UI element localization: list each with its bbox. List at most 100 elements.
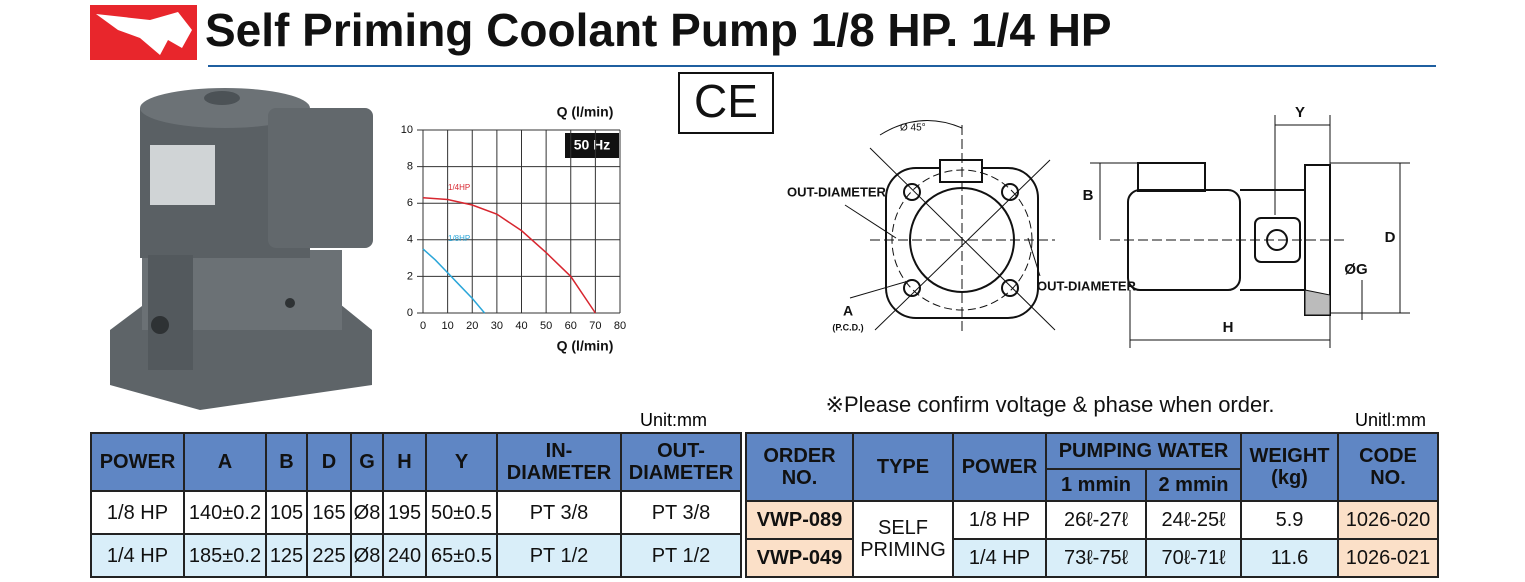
header-cell: WEIGHT (kg) (1240, 432, 1340, 502)
badge-box (565, 133, 619, 158)
out-diameter-label: OUT-DIAMETER (1037, 278, 1137, 293)
row: VWP-049 1/4 HP 73ℓ-75ℓ 70ℓ-71ℓ 11.6 1026-021 (745, 538, 1440, 578)
header-cell: H (382, 432, 427, 492)
title: Self Priming Coolant Pump 1/8 HP. 1/4 HP (205, 4, 1112, 56)
cell: PT 3/8 (496, 490, 622, 535)
x-tick-label: 10 (442, 320, 454, 332)
header-cell: G (350, 432, 384, 492)
header-cell: PUMPING WATER (1044, 432, 1243, 470)
dim-h: H (1223, 319, 1234, 336)
logo-eagle (96, 12, 192, 55)
pump-photo (110, 88, 373, 410)
series-label: 1/4HP (448, 183, 470, 192)
cell: 140±0.2 (183, 490, 267, 535)
dim-y: Y (1295, 104, 1305, 121)
note: ※Please confirm voltage & phase when ord… (826, 392, 1275, 417)
angle-label: Ø 45° (900, 123, 926, 134)
cell: 1/4 HP (952, 538, 1047, 578)
x-tick-label: 30 (491, 320, 503, 332)
x-axis-label: Q (l/min) (557, 338, 614, 354)
ce-mark: CE (694, 75, 758, 127)
header-cell: B (265, 432, 308, 492)
x-tick-label: 0 (420, 320, 426, 332)
header-row: POWER A B D G H Y IN-DIAMETER OUT-DIAMETER (90, 432, 742, 492)
header-cell: Y (425, 432, 498, 492)
cell: 185±0.2 (183, 533, 267, 578)
cell: 240 (382, 533, 427, 578)
cell: 26ℓ-27ℓ (1045, 500, 1147, 540)
header-row: ORDER NO. TYPE POWER PUMPING WATER WEIGHT (k… (745, 432, 1440, 502)
dim-d: D (1385, 229, 1396, 246)
x-tick-label: 20 (466, 320, 478, 332)
badge: 50 Hz (574, 137, 611, 153)
unit-label: Unit:mm (640, 410, 707, 430)
cell: 165 (306, 490, 352, 535)
cell: 1026-020 (1337, 500, 1440, 540)
cell: Ø8 (350, 533, 384, 578)
header-cell: OUT-DIAMETER (620, 432, 742, 492)
cell: 1/4 HP (90, 533, 185, 578)
cell: 24ℓ-25ℓ (1144, 500, 1243, 540)
header-cell: TYPE (852, 432, 954, 502)
header-row: 1 mmin 2 mmin (746, 468, 1438, 502)
y-tick-label: 2 (407, 270, 413, 282)
cell: PT 1/2 (620, 533, 742, 578)
header-cell: A (183, 432, 267, 492)
spec-table: POWER A B D G H Y IN-DIAMETER OUT-DIAMETER 1/8 HP… (90, 432, 742, 578)
cell: VWP-049 (745, 538, 854, 578)
series-label: 1/8HP (448, 234, 470, 243)
y-tick-label: 0 (407, 307, 413, 319)
x-tick-label: 40 (515, 320, 527, 332)
order-table: ORDER NO. TYPE POWER PUMPING WATER WEIGHT (k… (745, 432, 1440, 578)
header-cell: 1 mmin (1045, 468, 1147, 502)
dim-g: ØG (1344, 261, 1367, 278)
unit-label: Unitl:mm (1355, 410, 1426, 430)
cell: 5.9 (1240, 500, 1340, 540)
row: 1/8 HP 140±0.2 105 165 Ø8 195 50±0.5 PT 3/8 PT 3… (90, 490, 742, 535)
y-tick-label: 4 (407, 234, 413, 246)
y-axis-label: Q (l/min) (557, 104, 614, 120)
cell: 11.6 (1240, 538, 1340, 578)
cell: 195 (382, 490, 427, 535)
cell: Ø8 (350, 490, 384, 535)
header-cell: POWER (90, 432, 185, 492)
cell: 1/8 HP (952, 500, 1047, 540)
x-tick-label: 50 (540, 320, 552, 332)
front-view (844, 119, 1056, 335)
cell: 65±0.5 (425, 533, 498, 578)
y-tick-label: 8 (407, 161, 413, 173)
cell: PT 1/2 (496, 533, 622, 578)
cell: PT 3/8 (620, 490, 742, 535)
row: VWP-089 SELF PRIMING 1/8 HP 26ℓ-27ℓ 24ℓ-25ℓ 5… (745, 500, 1440, 578)
cell: 125 (265, 533, 308, 578)
header-cell: CODE NO. (1337, 432, 1440, 502)
side-view (1090, 115, 1410, 348)
pcd-note: (P.C.D.) (832, 322, 863, 332)
cell: 1026-021 (1337, 538, 1440, 578)
header-cell: POWER (952, 432, 1047, 502)
cell: 73ℓ-75ℓ (1045, 538, 1147, 578)
out-diameter-label: OUT-DIAMETER (787, 184, 887, 199)
cell: 225 (306, 533, 352, 578)
header-cell: D (306, 432, 352, 492)
x-tick-label: 60 (565, 320, 577, 332)
cell: 70ℓ-71ℓ (1144, 538, 1243, 578)
cell: 105 (265, 490, 308, 535)
cell: 50±0.5 (425, 490, 498, 535)
x-tick-label: 70 (589, 320, 601, 332)
curve (422, 196, 596, 314)
row: 1/4 HP 185±0.2 125 225 Ø8 240 65±0.5 PT 1/2 PT 1… (90, 533, 742, 578)
curve (422, 248, 486, 314)
ce-box (678, 72, 774, 134)
x-tick-label: 80 (614, 320, 626, 332)
type-cell: SELF PRIMING (852, 500, 954, 578)
y-tick-label: 6 (407, 197, 413, 209)
header-cell: IN-DIAMETER (496, 432, 622, 492)
cell: VWP-089 (745, 500, 854, 540)
pcd-label: A (843, 303, 853, 319)
header-cell: 2 mmin (1144, 468, 1243, 502)
dim-b: B (1083, 187, 1094, 204)
cell: 1/8 HP (90, 490, 185, 535)
